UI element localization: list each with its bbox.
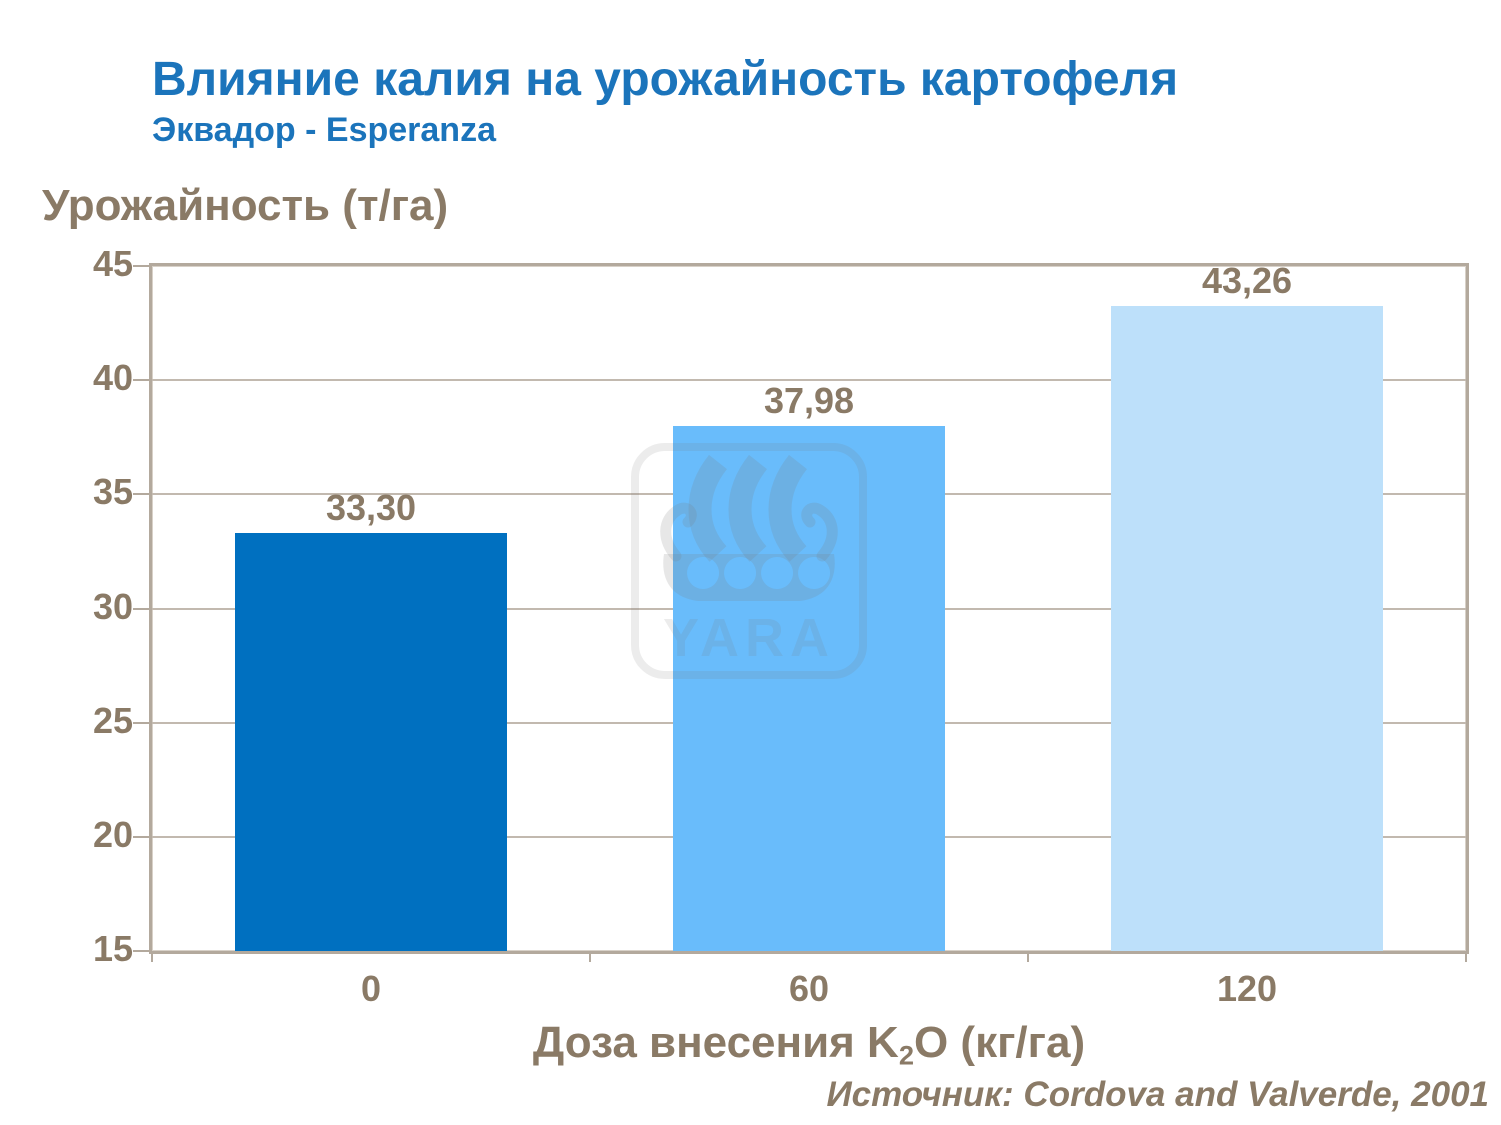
y-tick-label: 45 [92,243,133,284]
x-tick-mark [151,953,153,962]
bar-value-label: 37,98 [763,380,855,421]
chart-subtitle: Эквадор - Esperanza [152,111,496,149]
plot-inner [152,266,1466,951]
y-tick-mark [133,607,149,610]
y-axis-title: Урожайность (т/га) [42,181,449,230]
y-tick-label: 40 [92,357,133,399]
x-tick-mark [1465,953,1467,962]
y-tick-label: 30 [92,585,133,627]
y-tick-label: 15 [92,928,133,969]
x-tick-label: 0 [360,968,382,1009]
x-axis-title-subscript: 2 [898,1039,914,1071]
bar-value-label: 43,26 [1201,260,1293,301]
x-tick-mark [1027,953,1029,962]
x-axis-title: Доза внесения K2O (кг/га) [152,1019,1466,1080]
y-tick-mark [133,950,149,952]
y-tick-mark [133,379,149,382]
x-tick-mark [589,953,591,962]
bar-60 [673,426,945,951]
x-tick-label: 60 [788,968,830,1009]
y-tick-mark [133,721,149,724]
y-tick-mark [133,265,149,267]
plot-area [149,263,1469,954]
bar-0 [235,533,507,951]
x-tick-label: 120 [1216,968,1278,1009]
y-tick-label: 35 [92,471,133,513]
chart-title: Влияние калия на урожайность картофеля [152,53,1179,106]
x-axis-title-text: Доза внесения K [532,1018,899,1067]
y-tick-label: 20 [92,813,133,855]
bar-120 [1111,306,1383,951]
x-axis-title-suffix: O (кг/га) [913,1018,1086,1067]
y-tick-mark [133,493,149,496]
source-credit: Источник: Cordova and Valverde, 2001 [826,1075,1489,1114]
bar-value-label: 33,30 [325,487,417,528]
gridline [152,379,1466,382]
y-tick-mark [133,835,149,838]
y-tick-label: 25 [92,699,133,741]
